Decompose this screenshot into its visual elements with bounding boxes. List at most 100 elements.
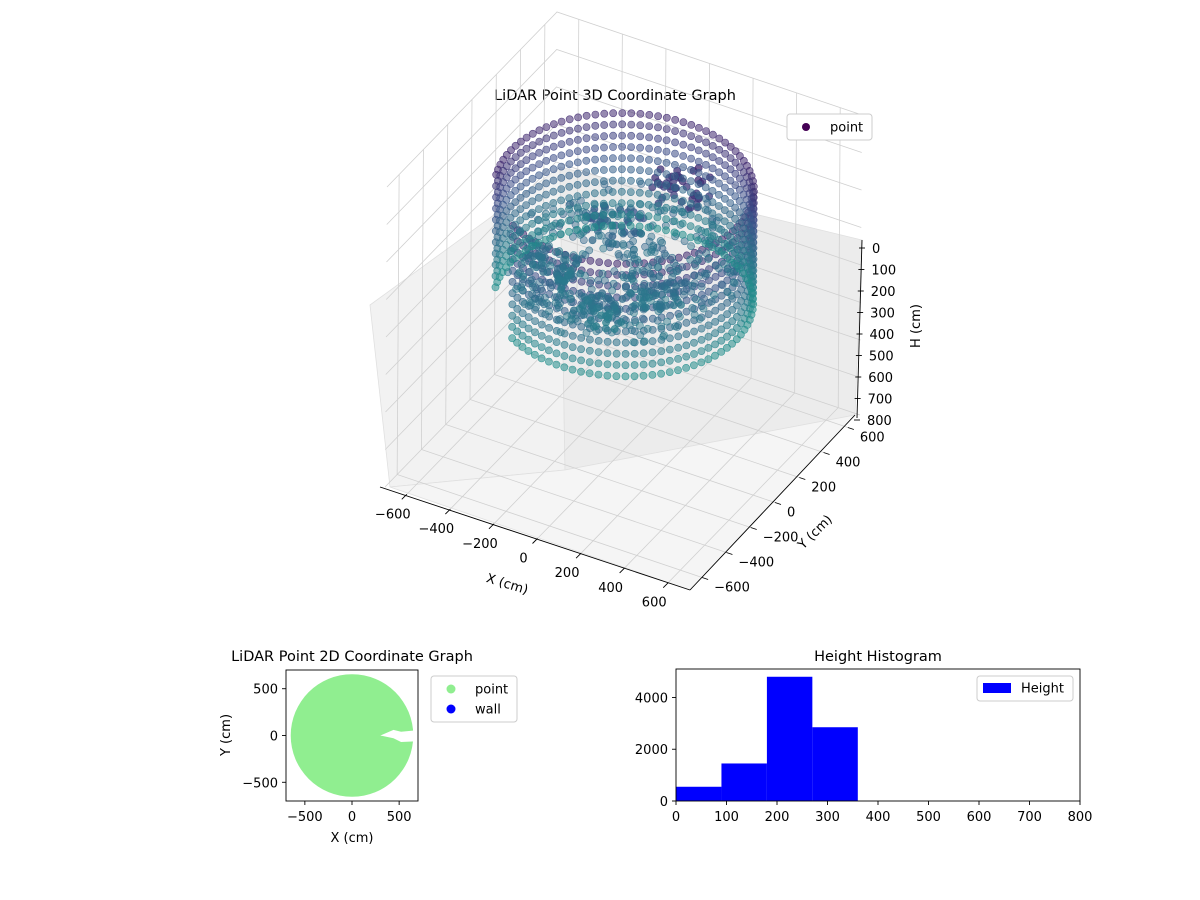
point-3d [662,113,671,122]
point-3d [670,228,679,237]
point-3d [535,148,544,157]
point-3d [720,217,729,226]
point-3d [516,171,525,180]
point-3d [694,146,703,155]
histogram-x-tick-label-1: 100 [714,810,739,825]
point-3d [528,208,537,217]
point-3d [731,158,740,167]
point-3d [690,327,698,336]
y-axis-label-2d: Y (cm) [219,714,234,757]
point-3d [699,304,708,313]
point-3d [665,356,674,365]
point-3d [590,223,599,231]
point-3d [648,370,657,379]
point-3d [555,275,564,284]
point-3d [522,144,531,153]
point-3d [546,261,555,270]
point-3d [635,211,644,220]
point-3d [686,222,695,230]
point-3d [609,279,618,288]
point-3d [516,250,524,258]
point-3d [690,350,698,358]
point-3d [560,307,569,315]
point-3d [528,152,537,161]
x-axis-line [379,486,691,591]
point-3d [702,160,710,169]
point-3d [673,267,682,275]
point-3d [552,349,561,358]
ticks-3d: −600−400−2000200400600−600−400−200020040… [375,242,896,611]
point-3d [701,205,710,214]
point-3d [635,199,644,208]
point-3d [679,152,688,160]
point-3d [644,223,653,232]
point-3d [617,176,626,185]
legend-2d: point wall [430,675,518,723]
point-3d [533,285,541,294]
histogram-x-tick-label-0: 0 [672,810,680,825]
point-3d [551,298,560,307]
point-3d [568,354,577,363]
point-3d [619,241,628,250]
point-3d [690,338,698,347]
point-3d [573,203,582,212]
point-3d [565,137,574,146]
point-3d [565,216,573,225]
point-3d [597,311,605,320]
point-3d [549,199,558,207]
point-3d [598,269,607,278]
y-axis-line [689,414,856,591]
h-tick-label-3d-1: 100 [871,264,896,279]
point-3d [560,363,569,372]
histogram-bar-1 [721,763,767,801]
point-3d [599,211,608,219]
point-3d [662,181,671,190]
point-3d [647,232,656,241]
point-3d [658,290,667,299]
point-3d [578,301,587,310]
point-3d [508,300,517,309]
point-3d [704,332,713,341]
point-3d [695,315,704,323]
point-3d [711,295,720,304]
point-3d [559,263,568,272]
point-3d [714,247,723,255]
point-3d [701,172,710,180]
point-3d [679,197,687,205]
point-3d [626,258,634,267]
h-tick-label-3d-5: 500 [869,350,894,365]
point-3d [537,284,545,293]
point-3d [651,291,660,300]
point-3d [534,238,543,247]
point-3d [582,123,591,131]
point-3d [702,127,710,136]
point-3d [604,294,613,302]
point-3d [528,242,536,251]
point-3d [720,251,729,259]
point-3d [612,360,621,369]
point-3d [545,323,553,332]
point-3d [702,269,711,278]
point-3d [644,178,653,187]
point-3d [528,260,537,269]
histogram-x-tick-label-6: 600 [967,810,992,825]
point-3d [638,314,647,323]
point-3d [528,186,537,194]
y-tick-label-2d-2: −500 [242,776,278,791]
point-3d [653,190,662,199]
point-3d [511,186,520,195]
point-3d [617,210,626,219]
point-3d [535,160,544,168]
point-3d [535,171,543,180]
point-3d [600,143,608,152]
point-3d [636,177,644,186]
legend-3d-point-label: point [830,121,863,136]
point-3d [565,194,574,202]
x-tick-3d-5 [619,567,625,574]
point-3d [708,175,717,184]
point-3d [670,172,679,180]
point-3d [525,267,534,276]
point-3d [726,165,735,174]
point-3d [694,180,703,188]
point-3d [715,202,723,210]
